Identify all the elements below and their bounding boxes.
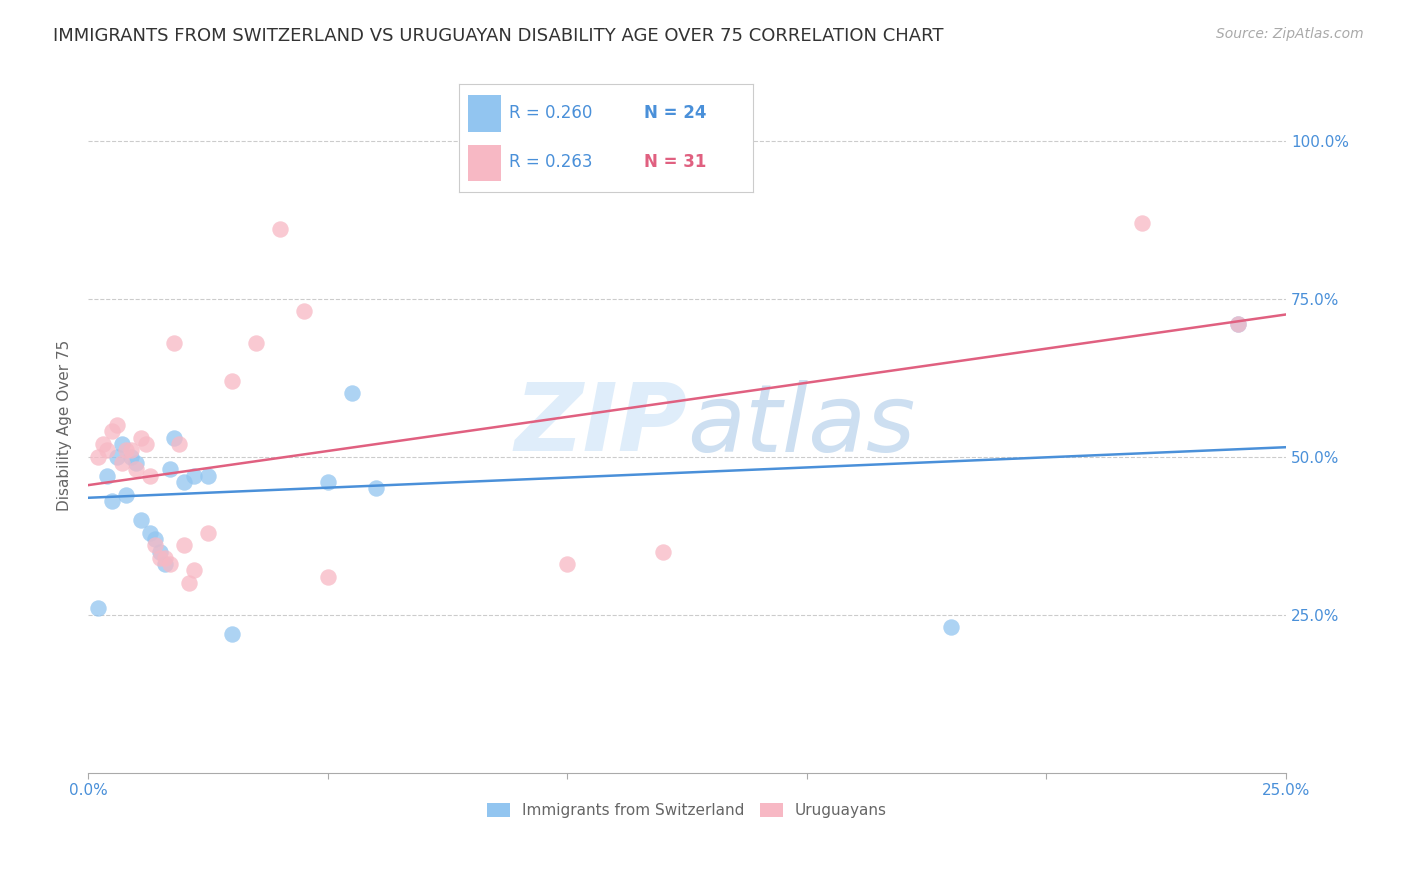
Point bbox=[197, 468, 219, 483]
Text: Source: ZipAtlas.com: Source: ZipAtlas.com bbox=[1216, 27, 1364, 41]
Point bbox=[1130, 216, 1153, 230]
Point bbox=[115, 488, 138, 502]
Point bbox=[316, 475, 339, 489]
Point bbox=[139, 468, 162, 483]
Point bbox=[125, 456, 148, 470]
Point bbox=[96, 468, 118, 483]
Point bbox=[129, 513, 152, 527]
Point bbox=[149, 550, 172, 565]
Point bbox=[143, 532, 166, 546]
Point bbox=[163, 431, 186, 445]
Point bbox=[96, 443, 118, 458]
Point bbox=[245, 335, 267, 350]
Legend: Immigrants from Switzerland, Uruguayans: Immigrants from Switzerland, Uruguayans bbox=[481, 797, 893, 824]
Point bbox=[111, 456, 134, 470]
Point bbox=[111, 437, 134, 451]
Text: ZIP: ZIP bbox=[515, 379, 688, 471]
Point bbox=[135, 437, 157, 451]
Point bbox=[340, 386, 363, 401]
Point bbox=[153, 557, 176, 571]
Point bbox=[173, 475, 195, 489]
Point bbox=[101, 425, 124, 439]
Point bbox=[269, 222, 291, 236]
Point bbox=[292, 304, 315, 318]
Point bbox=[115, 443, 138, 458]
Point bbox=[1227, 317, 1250, 331]
Point bbox=[125, 462, 148, 476]
Y-axis label: Disability Age Over 75: Disability Age Over 75 bbox=[58, 340, 72, 511]
Point bbox=[1227, 317, 1250, 331]
Point bbox=[167, 437, 190, 451]
Point bbox=[91, 437, 114, 451]
Point bbox=[105, 450, 128, 464]
Point bbox=[221, 626, 243, 640]
Point bbox=[105, 418, 128, 433]
Text: atlas: atlas bbox=[688, 380, 915, 471]
Point bbox=[143, 538, 166, 552]
Point bbox=[652, 544, 675, 558]
Point bbox=[173, 538, 195, 552]
Point bbox=[120, 450, 142, 464]
Text: IMMIGRANTS FROM SWITZERLAND VS URUGUAYAN DISABILITY AGE OVER 75 CORRELATION CHAR: IMMIGRANTS FROM SWITZERLAND VS URUGUAYAN… bbox=[53, 27, 943, 45]
Point bbox=[139, 525, 162, 540]
Point bbox=[221, 374, 243, 388]
Point bbox=[159, 557, 181, 571]
Point bbox=[183, 468, 205, 483]
Point bbox=[153, 550, 176, 565]
Point bbox=[120, 443, 142, 458]
Point bbox=[316, 570, 339, 584]
Point bbox=[149, 544, 172, 558]
Point bbox=[87, 601, 110, 615]
Point bbox=[364, 481, 387, 495]
Point bbox=[101, 494, 124, 508]
Point bbox=[197, 525, 219, 540]
Point bbox=[183, 564, 205, 578]
Point bbox=[163, 335, 186, 350]
Point bbox=[87, 450, 110, 464]
Point bbox=[129, 431, 152, 445]
Point bbox=[159, 462, 181, 476]
Point bbox=[939, 620, 962, 634]
Point bbox=[177, 576, 200, 591]
Point bbox=[555, 557, 578, 571]
